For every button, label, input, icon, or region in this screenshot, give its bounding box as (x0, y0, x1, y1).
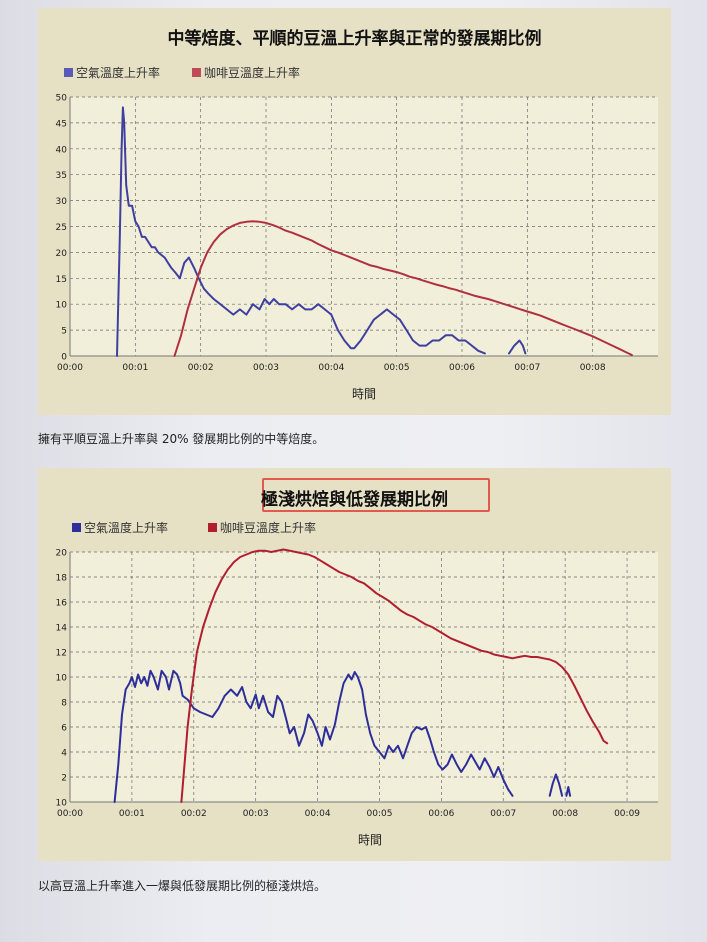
x-tick-label: 00:01 (119, 809, 145, 819)
legend-label: 咖啡豆溫度上升率 (220, 521, 317, 535)
legend-label: 咖啡豆溫度上升率 (204, 66, 301, 80)
y-tick-label: 35 (56, 171, 67, 181)
legend-bean-rate: 咖啡豆溫度上升率 (208, 519, 316, 536)
x-tick-label: 00:08 (580, 363, 606, 373)
series-line-bean (180, 548, 609, 803)
series-line-air (113, 669, 514, 803)
chart-title: 中等焙度、平順的豆溫上升率與正常的發展期比例 (167, 29, 542, 49)
x-tick-label: 00:02 (188, 363, 214, 373)
figure-caption: 以高豆溫上升率進入一爆與低發展期比例的極淺烘焙。 (38, 879, 327, 893)
chart-plot: 0 5 10 15 20 25 30 35 40 45 50 00:00 00:01 00:02 00:03… (56, 94, 658, 401)
y-tick-label: 10 (56, 799, 68, 809)
x-tick-label: 00:01 (122, 363, 148, 373)
y-tick-label: 25 (56, 223, 67, 233)
legend-swatch (72, 523, 81, 532)
x-axis-label: 時間 (352, 387, 376, 401)
series-line-air (508, 339, 527, 355)
legend-swatch (192, 68, 201, 77)
legend-air-rate: 空氣溫度上升率 (64, 64, 160, 81)
x-tick-label: 00:08 (552, 809, 578, 819)
y-tick-label: 18 (56, 574, 68, 584)
y-tick-label: 0 (61, 353, 67, 363)
x-tick-label: 00:05 (384, 363, 410, 373)
x-tick-label: 00:02 (181, 809, 207, 819)
legend-air-rate: 空氣溫度上升率 (72, 519, 168, 536)
x-tick-label: 00:07 (514, 363, 540, 373)
chart-panel-medium-roast: 中等焙度、平順的豆溫上升率與正常的發展期比例 空氣溫度上升率 咖啡豆溫度上升率 … (38, 8, 671, 415)
x-tick-label: 00:07 (490, 809, 516, 819)
legend-swatch (64, 68, 73, 77)
legend-label: 空氣溫度上升率 (76, 66, 161, 80)
x-tick-label: 00:00 (57, 363, 83, 373)
series-line-air (565, 786, 572, 797)
legend-bean-rate: 咖啡豆溫度上升率 (192, 64, 300, 81)
y-tick-label: 14 (56, 624, 68, 634)
y-tick-label: 20 (56, 549, 68, 559)
legend-swatch (208, 523, 217, 532)
series-line-bean (173, 220, 633, 357)
x-tick-label: 00:09 (614, 809, 640, 819)
y-tick-label: 15 (56, 275, 67, 285)
series-line-air (548, 773, 564, 797)
y-tick-label: 45 (56, 119, 67, 129)
y-tick-label: 50 (56, 94, 68, 104)
x-tick-label: 00:04 (318, 363, 344, 373)
y-tick-label: 8 (61, 699, 67, 709)
y-tick-label: 10 (56, 674, 68, 684)
y-tick-label: 10 (56, 301, 68, 311)
chart-title: 極淺烘焙與低發展期比例 (261, 490, 448, 510)
chart-panel-light-roast: 極淺烘焙與低發展期比例 空氣溫度上升率 咖啡豆溫度上升率 10 2 4 6 8 10 12 1… (38, 468, 671, 861)
x-tick-label: 00:00 (57, 809, 83, 819)
y-tick-label: 16 (56, 599, 68, 609)
x-tick-label: 00:05 (367, 809, 393, 819)
y-tick-label: 5 (61, 327, 67, 337)
y-tick-label: 20 (56, 249, 68, 259)
y-tick-label: 12 (56, 649, 67, 659)
y-tick-label: 30 (56, 197, 68, 207)
figure-caption: 擁有平順豆溫上升率與 20% 發展期比例的中等焙度。 (38, 432, 325, 446)
legend-label: 空氣溫度上升率 (84, 521, 169, 535)
y-tick-label: 40 (56, 145, 68, 155)
x-tick-label: 00:06 (449, 363, 475, 373)
chart-plot: 10 2 4 6 8 10 12 14 16 18 20 00:00 00:01 00:02 00:03 00… (56, 548, 658, 847)
x-tick-label: 00:03 (253, 363, 279, 373)
series-line-air (116, 106, 486, 357)
x-tick-label: 00:04 (305, 809, 331, 819)
y-tick-label: 4 (61, 749, 67, 759)
x-tick-label: 00:03 (243, 809, 269, 819)
x-tick-label: 00:06 (428, 809, 454, 819)
x-axis-label: 時間 (358, 833, 382, 847)
y-tick-label: 6 (61, 724, 67, 734)
highlight-box (262, 478, 490, 512)
y-tick-label: 2 (61, 774, 67, 784)
